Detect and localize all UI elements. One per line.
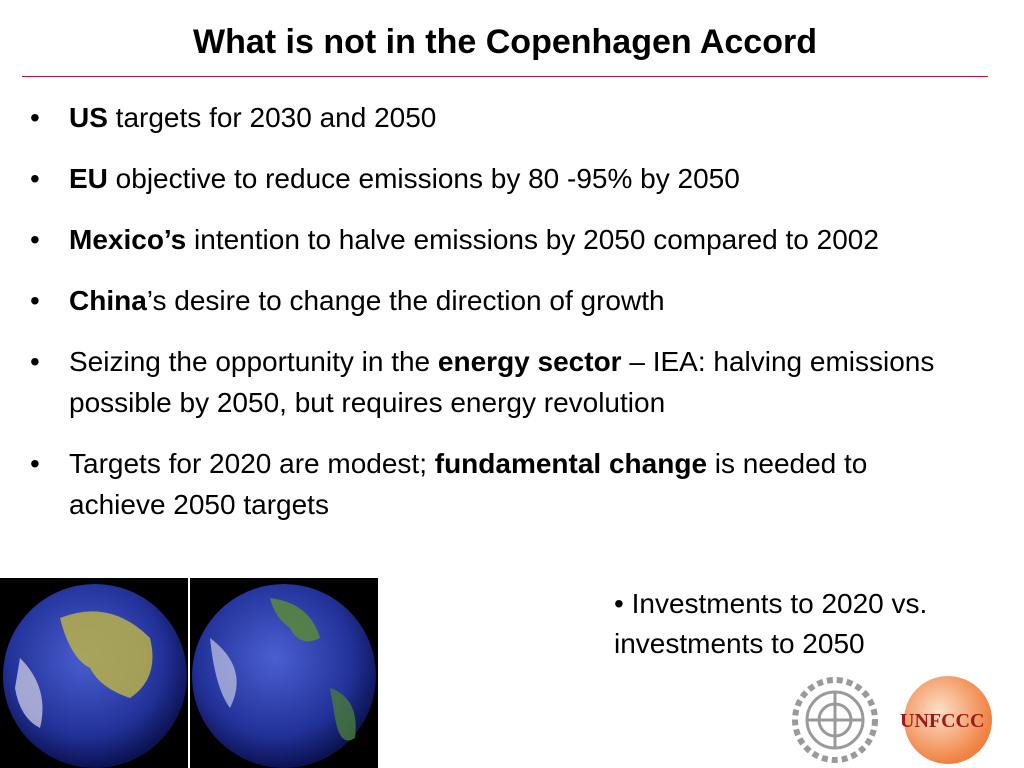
earth-images (0, 578, 378, 768)
bold-text: EU (69, 163, 108, 194)
text: Seizing the opportunity in the (69, 346, 438, 377)
bold-text: Mexico’s (69, 224, 187, 255)
title-rule (22, 76, 988, 77)
bullet-list: US targets for 2030 and 2050 EU objective… (30, 97, 950, 545)
bullet: Seizing the opportunity in the energy se… (30, 341, 950, 423)
bullet: Mexico’s intention to halve emissions by… (30, 219, 950, 260)
unfccc-emblem (904, 676, 992, 764)
side-note: Investments to 2020 vs. investments to 2… (614, 584, 1014, 664)
text: intention to halve emissions by 2050 com… (186, 224, 879, 255)
text: objective to reduce emissions by 80 -95%… (107, 163, 740, 194)
bold-text: energy sector (437, 346, 622, 377)
slide-title: What is not in the Copenhagen Accord (193, 23, 817, 61)
bullet: Targets for 2020 are modest; fundamental… (30, 443, 950, 525)
text: – IEA: halving emissions possible by 205… (69, 346, 935, 418)
bold-text: fundamental change (434, 448, 708, 479)
un-emblem (792, 677, 878, 763)
bullet: China’s desire to change the direction o… (30, 280, 950, 321)
bullet: US targets for 2030 and 2050 (30, 97, 950, 138)
text: is needed to achieve 2050 targets (69, 448, 868, 520)
logo-text: UNFCCC (900, 710, 984, 732)
text: ’s desire to change the direction of gro… (146, 285, 665, 316)
text: Targets for 2020 are modest; (69, 448, 435, 479)
bullet: EU objective to reduce emissions by 80 -… (30, 158, 950, 199)
text: targets for 2030 and 2050 (107, 102, 437, 133)
bold-text: China (69, 285, 147, 316)
logos: UNFCCC (792, 676, 992, 764)
bold-text: US (69, 102, 108, 133)
